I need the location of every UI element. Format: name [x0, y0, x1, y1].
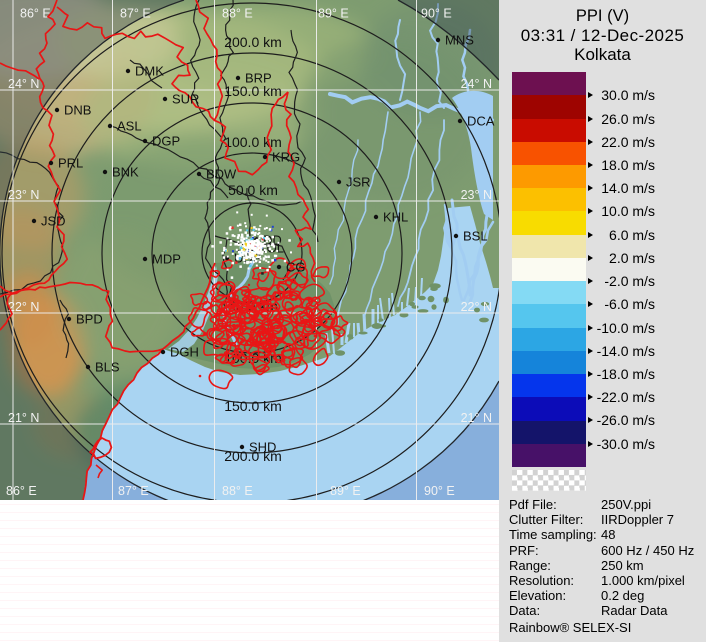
svg-text:BNK: BNK [112, 165, 139, 180]
svg-text:21° N: 21° N [461, 411, 492, 425]
svg-text:21° N: 21° N [8, 411, 39, 425]
svg-text:JSR: JSR [346, 175, 371, 190]
svg-text:24° N: 24° N [461, 77, 492, 91]
svg-text:200.0 km: 200.0 km [224, 34, 282, 50]
svg-text:150.0 km: 150.0 km [224, 83, 282, 99]
svg-text:87° E: 87° E [118, 484, 149, 498]
svg-text:SHD: SHD [249, 440, 276, 455]
svg-text:JSD: JSD [41, 214, 66, 229]
svg-text:89° E: 89° E [330, 484, 361, 498]
svg-text:BRP: BRP [245, 71, 272, 86]
svg-text:PRL: PRL [58, 156, 83, 171]
svg-text:BDW: BDW [206, 167, 237, 182]
svg-text:23° N: 23° N [8, 188, 39, 202]
svg-text:DGP: DGP [152, 134, 180, 149]
svg-text:KHL: KHL [383, 210, 408, 225]
svg-text:86° E: 86° E [6, 484, 37, 498]
svg-text:88° E: 88° E [222, 7, 253, 21]
svg-text:BSL: BSL [463, 229, 488, 244]
svg-text:200.0 km: 200.0 km [224, 448, 282, 464]
svg-text:86° E: 86° E [20, 7, 51, 21]
svg-text:150.0 km: 150.0 km [224, 398, 282, 414]
svg-text:90° E: 90° E [424, 484, 455, 498]
svg-text:22° N: 22° N [8, 300, 39, 314]
svg-text:ASL: ASL [117, 119, 142, 134]
svg-text:87° E: 87° E [120, 7, 151, 21]
svg-text:50.0 km: 50.0 km [228, 182, 278, 198]
svg-text:KRG: KRG [272, 150, 300, 165]
svg-text:BPD: BPD [76, 312, 103, 327]
svg-text:100.0 km: 100.0 km [224, 134, 282, 150]
svg-text:CG: CG [286, 260, 306, 275]
svg-text:DMK: DMK [135, 64, 164, 79]
svg-text:24° N: 24° N [8, 77, 39, 91]
svg-text:BLS: BLS [95, 360, 120, 375]
svg-text:22° N: 22° N [461, 300, 492, 314]
svg-text:MDP: MDP [152, 252, 181, 267]
svg-text:SUR: SUR [172, 92, 199, 107]
svg-text:DNB: DNB [64, 103, 91, 118]
svg-text:89° E: 89° E [318, 7, 349, 21]
svg-text:90° E: 90° E [421, 7, 452, 21]
svg-text:88° E: 88° E [222, 484, 253, 498]
svg-text:23° N: 23° N [461, 188, 492, 202]
svg-text:MNS: MNS [445, 33, 474, 48]
svg-text:DCA: DCA [467, 114, 495, 129]
svg-text:DGH: DGH [170, 345, 199, 360]
